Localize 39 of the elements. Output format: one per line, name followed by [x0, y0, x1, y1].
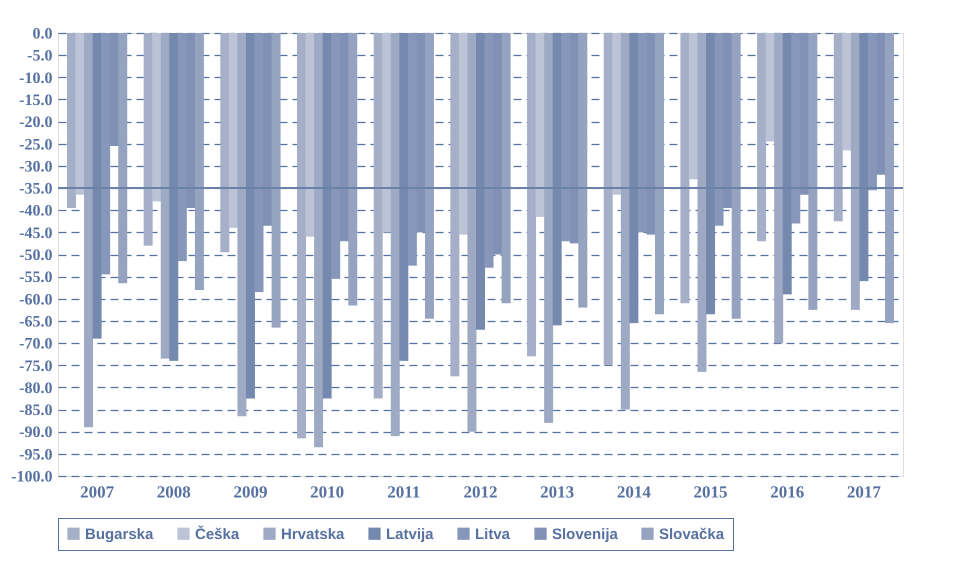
x-tick-label: 2016 [770, 482, 804, 502]
y-tick-label: -25.0 [19, 136, 52, 154]
x-tick-label: 2008 [156, 482, 191, 502]
y-tick-label: -60.0 [19, 291, 52, 308]
legend-label: Latvija [386, 526, 434, 543]
y-tick-label: -70.0 [19, 336, 52, 353]
x-tick-label: 2015 [694, 482, 728, 502]
y-tick-label: -80.0 [19, 380, 52, 397]
x-tick-label: 2009 [233, 482, 268, 502]
x-tick-label: 2014 [616, 482, 652, 502]
x-tick-label: 2017 [846, 482, 882, 502]
y-tick-label: -100.0 [11, 468, 52, 486]
y-tick-label: -15.0 [19, 92, 52, 109]
y-tick-label: 0.0 [32, 26, 52, 42]
y-tick-label: -90.0 [19, 424, 52, 442]
y-tick-label: -55.0 [19, 269, 52, 286]
y-tick-label: -75.0 [19, 358, 52, 375]
legend-label: Slovenija [552, 526, 619, 543]
legend-label: Bugarska [85, 526, 154, 543]
x-tick-label: 2013 [540, 482, 574, 502]
y-tick-label: -10.0 [19, 70, 52, 87]
y-tick-label: -35.0 [19, 180, 52, 198]
legend-label: Hrvatska [281, 526, 346, 543]
y-tick-label: -65.0 [19, 313, 52, 330]
legend-label: Slovačka [659, 526, 725, 543]
x-tick-label: 2007 [80, 482, 115, 502]
x-tick-label: 2011 [387, 482, 420, 502]
y-tick-label: -30.0 [19, 158, 52, 176]
y-tick-label: -45.0 [19, 224, 52, 242]
legend-label: Litva [475, 526, 511, 543]
x-tick-label: 2010 [310, 482, 344, 502]
y-tick-label: -5.0 [27, 48, 52, 65]
legend-label: Češka [195, 524, 240, 543]
y-tick-label: -85.0 [19, 402, 52, 420]
y-tick-label: -50.0 [19, 247, 52, 264]
y-tick-label: -20.0 [19, 114, 52, 132]
y-tick-label: -40.0 [19, 202, 52, 220]
y-tick-label: -95.0 [19, 446, 52, 464]
x-tick-label: 2012 [464, 482, 498, 502]
